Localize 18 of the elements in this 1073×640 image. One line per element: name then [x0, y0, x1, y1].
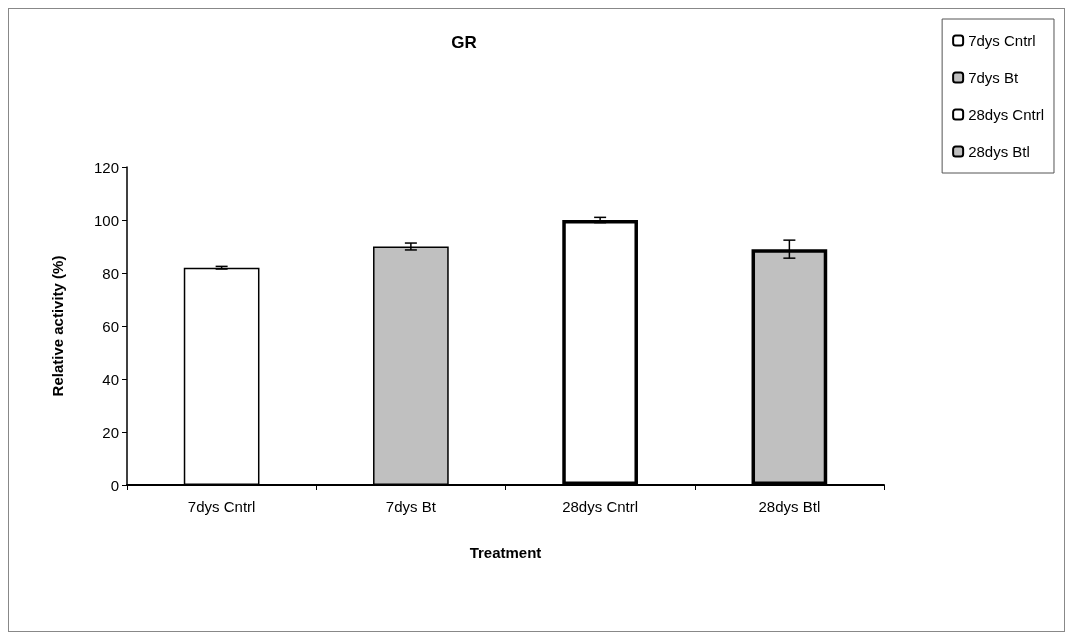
legend-label: 7dys Bt — [968, 69, 1019, 86]
y-tick-label: 100 — [93, 211, 119, 229]
legend-label: 28dys Btl — [968, 143, 1030, 160]
y-tick-label: 40 — [102, 370, 119, 388]
x-tick-label: 7dys Bt — [385, 498, 437, 515]
x-axis-title: Treatment — [469, 544, 542, 561]
y-tick-label: 0 — [110, 476, 119, 494]
chart-title: GR — [451, 33, 477, 52]
y-axis-title: Relative activity (%) — [49, 255, 66, 397]
x-tick-label: 28dys Cntrl — [562, 498, 639, 515]
legend-label: 28dys Cntrl — [968, 106, 1045, 123]
y-tick-label: 80 — [102, 264, 119, 282]
y-tick-label: 20 — [102, 423, 119, 441]
x-tick-label: 7dys Cntrl — [187, 498, 256, 515]
y-tick-label: 120 — [93, 158, 119, 176]
y-tick-label: 60 — [102, 317, 119, 335]
x-tick-label: 28dys Btl — [758, 498, 821, 515]
legend-label: 7dys Cntrl — [968, 32, 1036, 49]
